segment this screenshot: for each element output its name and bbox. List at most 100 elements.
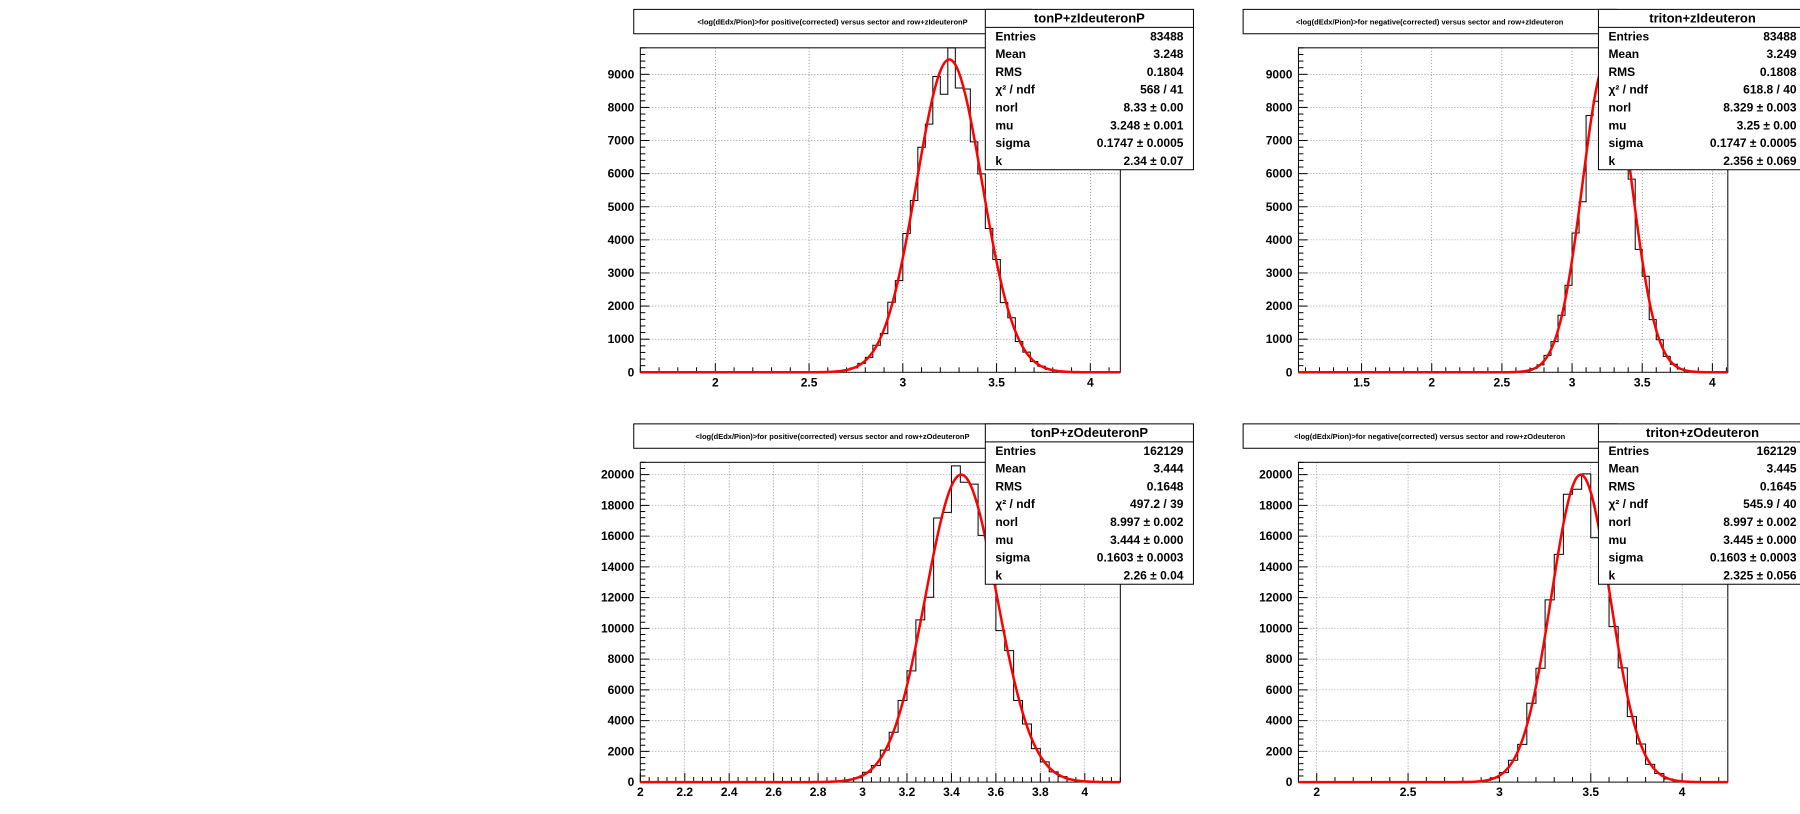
stats-value: 3.445 ± 0.000	[1723, 533, 1797, 547]
y-tick-label: 0	[628, 365, 635, 379]
histogram-panel-4: 0 2000 4000 6000 8000 10000 12000 14000 16000 180…	[1242, 423, 1800, 799]
y-tick-label: 8000	[608, 100, 635, 114]
x-tick-label: 3.6	[988, 785, 1005, 799]
stats-title: triton+zIdeuteron	[1649, 10, 1756, 25]
stats-label: mu	[995, 533, 1013, 547]
x-tick-label: 2.6	[765, 785, 782, 799]
stats-title: tonP+zIdeuteronP	[1034, 10, 1145, 25]
x-tick-label: 3.8	[1032, 785, 1049, 799]
y-tick-label: 4000	[1266, 233, 1293, 247]
stats-value: 8.997 ± 0.002	[1723, 515, 1797, 529]
y-tick-label: 18000	[1259, 498, 1293, 512]
x-tick-label: 3.5	[988, 375, 1005, 389]
y-tick-label: 10000	[1259, 621, 1293, 635]
stats-box	[984, 8, 1194, 171]
stats-label: Entries	[1608, 444, 1649, 458]
x-tick-label: 4	[1087, 375, 1094, 389]
y-tick-label: 12000	[601, 591, 635, 605]
x-tick-label: 2.4	[721, 785, 738, 799]
stats-value: 83488	[1150, 29, 1184, 43]
histogram-panel-1: 0 1000 2000 3000 4000 5000 6000 7000 8000 9000 2 2.…	[608, 8, 1194, 389]
stats-label: χ² / ndf	[1608, 497, 1649, 511]
stats-value: 162129	[1143, 444, 1183, 458]
y-tick-label: 4000	[1266, 714, 1293, 728]
y-tick-label: 5000	[608, 200, 635, 214]
stats-value: 0.1747 ± 0.0005	[1710, 136, 1797, 150]
y-tick-label: 8000	[608, 652, 635, 666]
y-tick-label: 14000	[1259, 560, 1293, 574]
y-tick-label: 20000	[1259, 468, 1293, 482]
x-tick-label: 2.2	[676, 785, 693, 799]
stats-label: sigma	[995, 551, 1030, 565]
stats-value: 2.26 ± 0.04	[1123, 568, 1183, 582]
y-tick-label: 16000	[601, 529, 635, 543]
stats-box	[984, 423, 1194, 585]
stats-label: χ² / ndf	[995, 497, 1036, 511]
y-tick-label: 2000	[608, 299, 635, 313]
stats-label: χ² / ndf	[1608, 83, 1649, 97]
stats-box	[1597, 8, 1800, 171]
stats-value: 2.325 ± 0.056	[1723, 568, 1797, 582]
stats-label: Mean	[995, 47, 1026, 61]
stats-value: 0.1603 ± 0.0003	[1097, 551, 1184, 565]
y-tick-label: 8000	[1266, 652, 1293, 666]
y-tick-label: 2000	[1266, 744, 1293, 758]
stats-label: sigma	[1608, 551, 1643, 565]
title-box	[633, 423, 1032, 449]
stats-value: 8.997 ± 0.002	[1110, 515, 1184, 529]
x-tick-label: 4	[1679, 785, 1686, 799]
stats-label: Mean	[1608, 462, 1639, 476]
y-tick-label: 4000	[608, 233, 635, 247]
fit-curve	[640, 473, 1121, 784]
stats-value: 0.1747 ± 0.0005	[1097, 136, 1184, 150]
y-tick-label: 0	[628, 775, 635, 789]
stats-value: 497.2 / 39	[1130, 497, 1184, 511]
y-tick-label: 8000	[1266, 100, 1293, 114]
stats-label: sigma	[1608, 136, 1643, 150]
y-tick-label: 18000	[601, 498, 635, 512]
stats-label: norl	[1608, 515, 1631, 529]
stats-label: sigma	[995, 136, 1030, 150]
stats-title: triton+zOdeuteron	[1646, 425, 1759, 440]
stats-label: RMS	[1608, 479, 1635, 493]
histogram-panel-3: 0 2000 4000 6000 8000 10000 12000 14000 16000 180…	[601, 423, 1194, 799]
x-tick-label: 4	[1709, 375, 1716, 389]
y-tick-label: 1000	[608, 332, 635, 346]
y-tick-label: 4000	[608, 714, 635, 728]
stats-value: 3.445	[1767, 462, 1797, 476]
y-tick-label: 0	[1286, 365, 1293, 379]
stats-label: mu	[1608, 533, 1626, 547]
stats-value: 162129	[1757, 444, 1797, 458]
x-tick-label: 3	[859, 785, 866, 799]
y-tick-label: 10000	[601, 621, 635, 635]
x-tick-label: 3	[899, 375, 906, 389]
stats-value: 3.248	[1153, 47, 1183, 61]
y-tick-label: 9000	[1266, 67, 1293, 81]
stats-value: 8.33 ± 0.00	[1123, 100, 1183, 114]
y-tick-label: 20000	[601, 468, 635, 482]
x-tick-label: 2.5	[1400, 785, 1417, 799]
stats-value: 0.1808	[1760, 65, 1797, 79]
stats-value: 3.25 ± 0.00	[1737, 118, 1797, 132]
y-tick-label: 2000	[608, 744, 635, 758]
stats-label: Mean	[1608, 47, 1639, 61]
stats-value: 8.329 ± 0.003	[1723, 100, 1797, 114]
stats-label: mu	[1608, 118, 1626, 132]
x-tick-label: 4	[1081, 785, 1088, 799]
y-tick-label: 6000	[608, 683, 635, 697]
stats-value: 2.356 ± 0.069	[1723, 154, 1797, 168]
stats-value: 0.1603 ± 0.0003	[1710, 551, 1797, 565]
stats-value: 3.248 ± 0.001	[1110, 118, 1184, 132]
stats-label: RMS	[995, 65, 1022, 79]
y-tick-label: 12000	[1259, 591, 1293, 605]
y-tick-label: 7000	[608, 134, 635, 148]
x-tick-label: 2	[712, 375, 719, 389]
stats-label: mu	[995, 118, 1013, 132]
stats-value: 3.444	[1153, 462, 1183, 476]
y-tick-label: 16000	[1259, 529, 1293, 543]
x-tick-label: 3.4	[943, 785, 960, 799]
stats-label: k	[1608, 568, 1615, 582]
x-tick-label: 3.5	[1582, 785, 1599, 799]
fit-curve	[1298, 473, 1728, 784]
x-tick-label: 2.5	[801, 375, 818, 389]
